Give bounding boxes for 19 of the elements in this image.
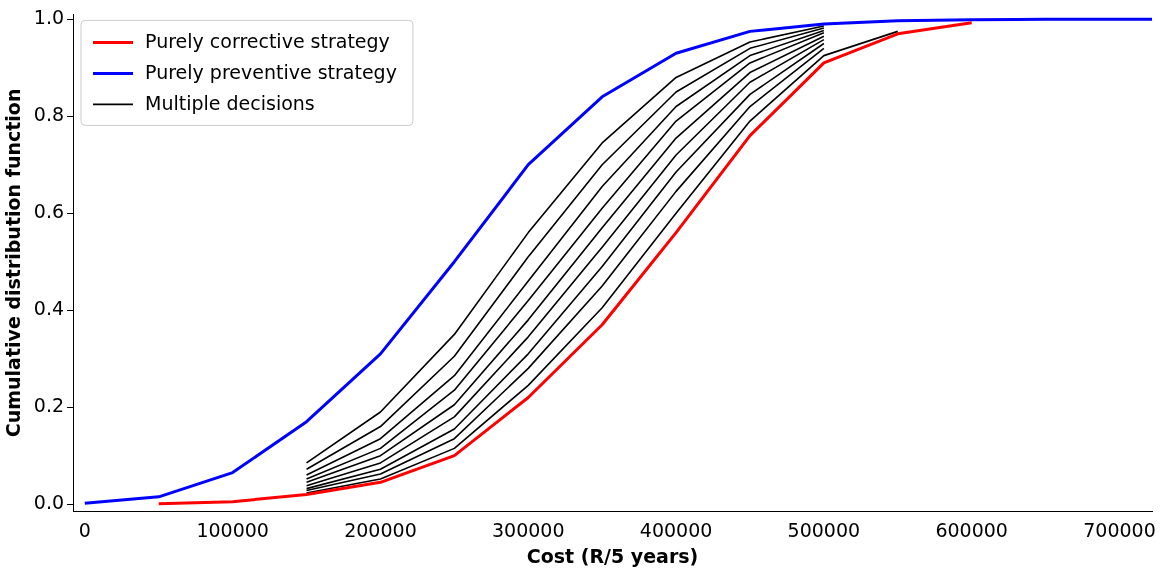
x-tick-label: 700000: [1083, 518, 1156, 541]
x-axis-title: Cost (R/5 years): [526, 544, 699, 567]
y-tick-label: 0.0: [33, 491, 65, 514]
x-tick-label: 400000: [639, 518, 713, 541]
x-tick-label: 300000: [491, 518, 565, 541]
x-tick-label: 200000: [344, 518, 417, 541]
y-tick-label: 0.8: [33, 103, 65, 126]
legend-label: Multiple decisions: [145, 92, 315, 115]
x-tick-label: 500000: [787, 518, 861, 541]
y-tick-label: 0.2: [33, 394, 65, 417]
y-axis-title: Cumulative distribution function: [2, 88, 25, 438]
legend-label: Purely preventive strategy: [145, 61, 397, 84]
x-tick-label: 600000: [935, 518, 1008, 541]
y-tick-label: 0.6: [33, 200, 65, 223]
y-tick-label: 0.4: [33, 297, 65, 320]
legend-label: Purely corrective strategy: [145, 30, 390, 53]
y-tick-label: 1.0: [33, 6, 65, 29]
x-tick-label: 0: [78, 518, 91, 541]
x-tick-label: 100000: [196, 518, 269, 541]
